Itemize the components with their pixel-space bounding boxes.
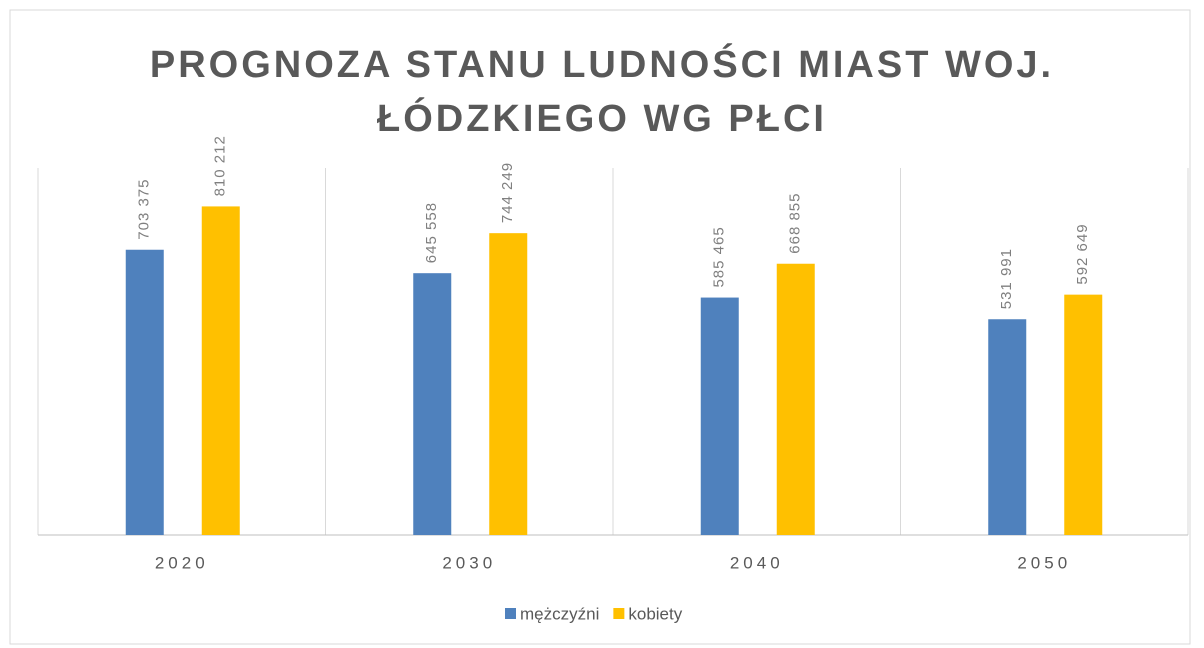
chart-title: PROGNOZA STANU LUDNOŚCI MIAST WOJ. ŁÓDZK… — [149, 44, 1055, 140]
data-label: 744 249 — [499, 162, 516, 223]
bar — [489, 233, 528, 535]
legend-label: mężczyźni — [520, 604, 599, 623]
data-label: 668 855 — [787, 193, 804, 254]
data-label: 585 465 — [711, 226, 728, 287]
bar — [1064, 294, 1103, 535]
data-label: 531 991 — [998, 248, 1015, 309]
bar — [776, 263, 815, 535]
chart-border — [9, 9, 1191, 645]
x-tick-label: 2030 — [442, 553, 496, 572]
legend-swatch — [613, 608, 625, 619]
legend-swatch — [505, 608, 516, 619]
x-tick-label: 2040 — [730, 553, 784, 572]
legend-label: kobiety — [628, 604, 682, 623]
data-label: 592 649 — [1074, 223, 1091, 284]
x-tick-label: 2050 — [1017, 553, 1071, 572]
bar — [413, 273, 452, 535]
data-label: 810 212 — [212, 135, 229, 196]
data-label: 645 558 — [423, 202, 440, 263]
bar — [700, 297, 739, 535]
bar — [988, 319, 1027, 535]
x-tick-label: 2020 — [155, 553, 209, 572]
data-label: 703 375 — [136, 179, 153, 240]
bar — [125, 249, 164, 535]
bar — [201, 206, 240, 536]
